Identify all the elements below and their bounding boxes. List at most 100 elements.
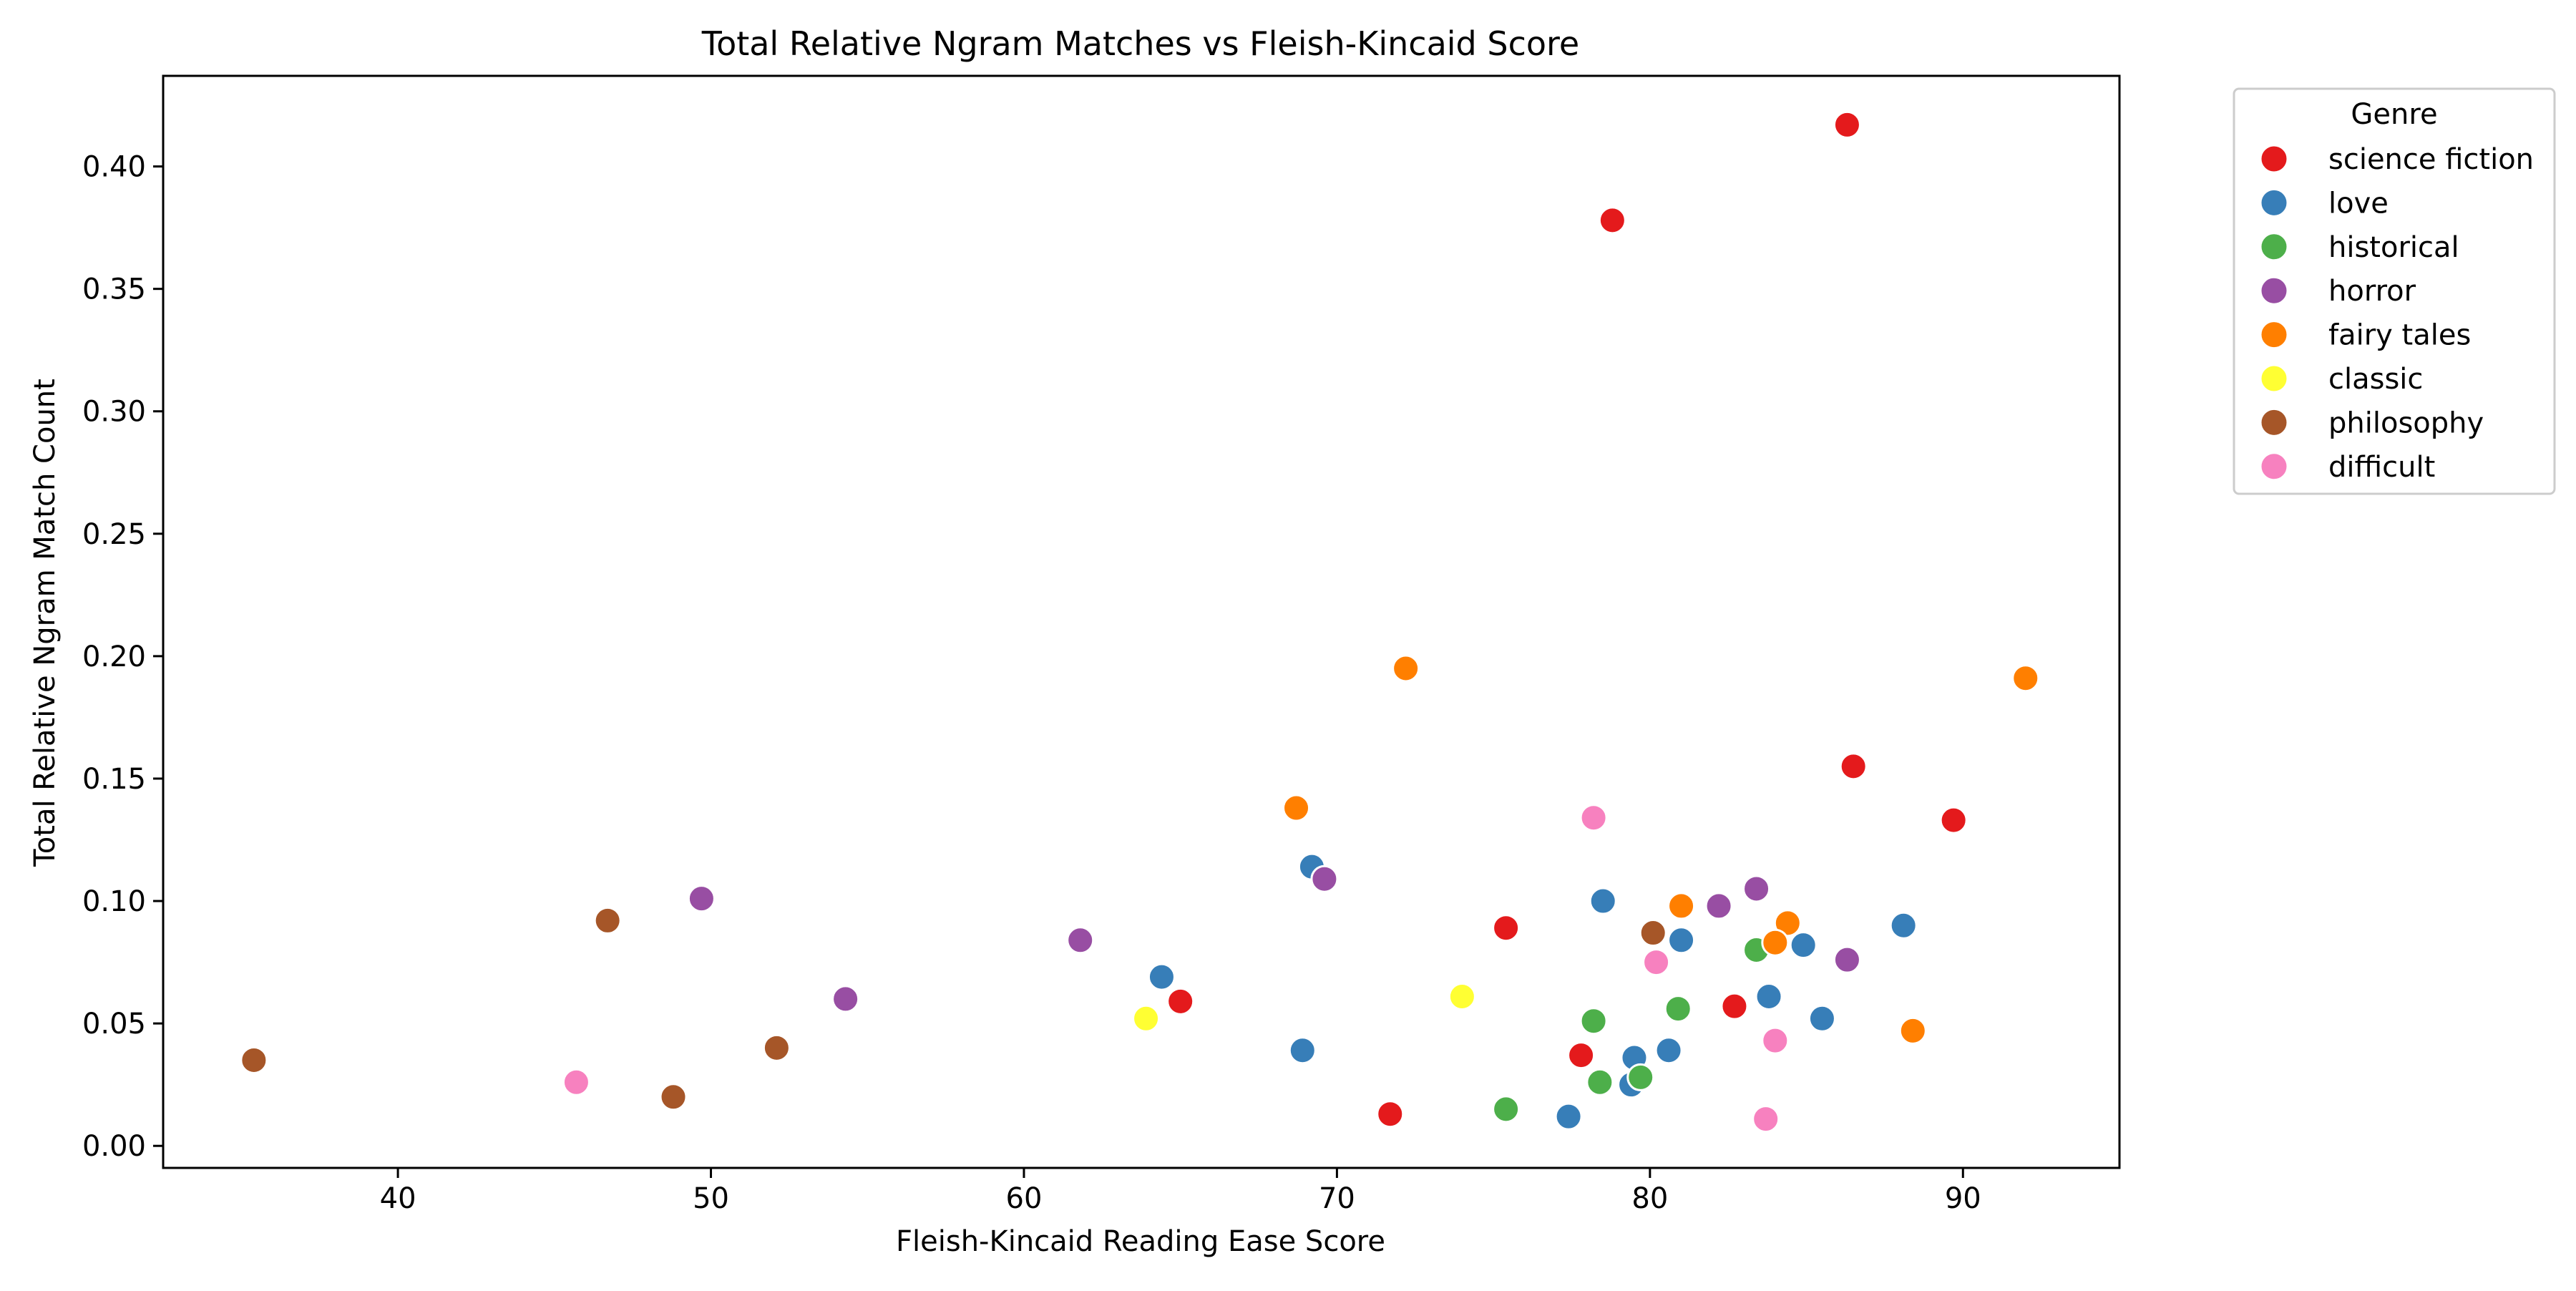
- legend-marker: [2259, 407, 2289, 437]
- data-point-love: [1667, 926, 1696, 955]
- data-point-love: [1654, 1036, 1683, 1065]
- series-philosophy: [240, 906, 1667, 1111]
- legend-marker: [2259, 187, 2289, 218]
- legend-label: horror: [2328, 275, 2416, 308]
- data-point-fairy-tales: [1773, 909, 1802, 937]
- y-tick-label: 0.05: [82, 1008, 146, 1041]
- plot-area: 40 50 60 70 80 90 0.00 0.05 0.10 0.15 0.20 0.25 0.30…: [82, 74, 2121, 1215]
- data-point-fairy-tales: [1898, 1016, 1927, 1045]
- data-point-difficult: [1761, 1026, 1790, 1055]
- data-point-love: [1789, 931, 1818, 960]
- legend-marker: [2259, 320, 2289, 350]
- data-point-historical: [1664, 995, 1692, 1023]
- x-tick-label: 80: [1631, 1182, 1668, 1215]
- data-point-love: [1807, 1004, 1836, 1033]
- data-point-horror: [687, 885, 716, 913]
- data-point-historical: [1586, 1068, 1614, 1096]
- data-point-love: [1589, 887, 1617, 915]
- data-point-love: [1755, 982, 1783, 1010]
- legend-entries: science fiction love historical horror fairy…: [2259, 143, 2534, 484]
- data-point-love: [1288, 1036, 1317, 1065]
- data-point-philosophy: [659, 1083, 688, 1111]
- series-classic: [1132, 982, 1476, 1033]
- data-point-science-fiction: [1567, 1041, 1596, 1070]
- x-axis-label: Fleish-Kincaid Reading Ease Score: [896, 1225, 1385, 1258]
- data-point-love: [1147, 963, 1176, 991]
- chart-title: Total Relative Ngram Matches vs Fleish-K…: [701, 24, 1579, 63]
- legend-label: historical: [2328, 231, 2459, 264]
- legend-label: classic: [2328, 363, 2423, 396]
- data-point-horror: [1310, 864, 1339, 893]
- y-tick-label: 0.20: [82, 640, 146, 673]
- data-point-difficult: [1579, 804, 1608, 832]
- data-point-horror: [1704, 892, 1733, 920]
- data-point-philosophy: [593, 906, 622, 935]
- y-tick-label: 0.10: [82, 885, 146, 918]
- data-point-difficult: [562, 1068, 590, 1096]
- series-horror: [687, 864, 1861, 1013]
- data-point-science-fiction: [1833, 110, 1861, 139]
- data-point-fairy-tales: [2011, 664, 2040, 693]
- data-point-science-fiction: [1598, 206, 1626, 235]
- data-point-philosophy: [762, 1033, 791, 1062]
- data-point-philosophy: [1639, 919, 1667, 947]
- series-historical: [1492, 935, 1771, 1124]
- data-point-classic: [1132, 1004, 1161, 1033]
- legend-title: Genre: [2351, 98, 2437, 131]
- y-tick-label: 0.00: [82, 1130, 146, 1163]
- data-point-science-fiction: [1939, 806, 1968, 834]
- legend-label: love: [2328, 187, 2389, 220]
- data-point-horror: [1066, 926, 1095, 955]
- plot-frame: [162, 74, 2121, 1169]
- legend-label: fairy tales: [2328, 319, 2471, 352]
- series-difficult: [562, 804, 1790, 1134]
- data-point-historical: [1626, 1063, 1655, 1091]
- x-tick-label: 50: [693, 1182, 729, 1215]
- series-science-fiction: [1166, 110, 1968, 1129]
- legend-label: difficult: [2328, 451, 2435, 484]
- data-point-fairy-tales: [1667, 892, 1696, 920]
- data-point-science-fiction: [1166, 987, 1195, 1015]
- y-tick-label: 0.30: [82, 396, 146, 429]
- data-point-horror: [1833, 945, 1861, 974]
- y-axis-label: Total Relative Ngram Match Count: [29, 379, 62, 867]
- legend-marker: [2259, 452, 2289, 482]
- legend-marker: [2259, 232, 2289, 262]
- data-point-horror: [831, 985, 860, 1013]
- data-point-classic: [1448, 982, 1476, 1010]
- legend-marker: [2259, 276, 2289, 306]
- x-tick-label: 60: [1006, 1182, 1043, 1215]
- data-point-science-fiction: [1720, 992, 1749, 1020]
- legend-frame: [2233, 87, 2556, 495]
- data-point-difficult: [1642, 948, 1671, 977]
- data-point-historical: [1579, 1007, 1608, 1036]
- legend: Genre science fiction love historical horro…: [2233, 87, 2556, 495]
- data-point-love: [1889, 911, 1918, 940]
- data-point-fairy-tales: [1761, 928, 1790, 957]
- y-tick-label: 0.35: [82, 273, 146, 306]
- data-point-fairy-tales: [1392, 654, 1420, 683]
- series-fairy-tales: [1282, 654, 2040, 1045]
- data-point-science-fiction: [1839, 752, 1868, 781]
- data-point-science-fiction: [1492, 914, 1521, 942]
- data-point-fairy-tales: [1282, 794, 1311, 822]
- y-tick-label: 0.40: [82, 151, 146, 184]
- data-point-love: [1554, 1102, 1583, 1131]
- x-tick-label: 40: [380, 1182, 416, 1215]
- legend-label: philosophy: [2328, 406, 2484, 439]
- x-tick-label: 70: [1319, 1182, 1355, 1215]
- x-tick-label: 90: [1945, 1182, 1981, 1215]
- data-point-difficult: [1752, 1105, 1780, 1134]
- data-point-historical: [1492, 1095, 1521, 1124]
- series-love: [1147, 852, 1918, 1131]
- y-tick-label: 0.25: [82, 518, 146, 551]
- legend-marker: [2259, 364, 2289, 394]
- legend-label: science fiction: [2328, 143, 2534, 176]
- data-point-science-fiction: [1376, 1100, 1405, 1129]
- data-point-philosophy: [240, 1046, 268, 1074]
- legend-marker: [2259, 144, 2289, 174]
- y-tick-label: 0.15: [82, 763, 146, 796]
- data-point-horror: [1742, 875, 1771, 903]
